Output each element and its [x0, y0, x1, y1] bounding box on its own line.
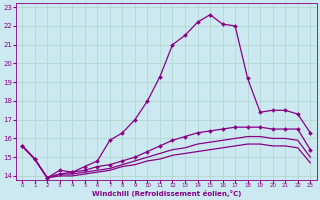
- X-axis label: Windchill (Refroidissement éolien,°C): Windchill (Refroidissement éolien,°C): [92, 190, 241, 197]
